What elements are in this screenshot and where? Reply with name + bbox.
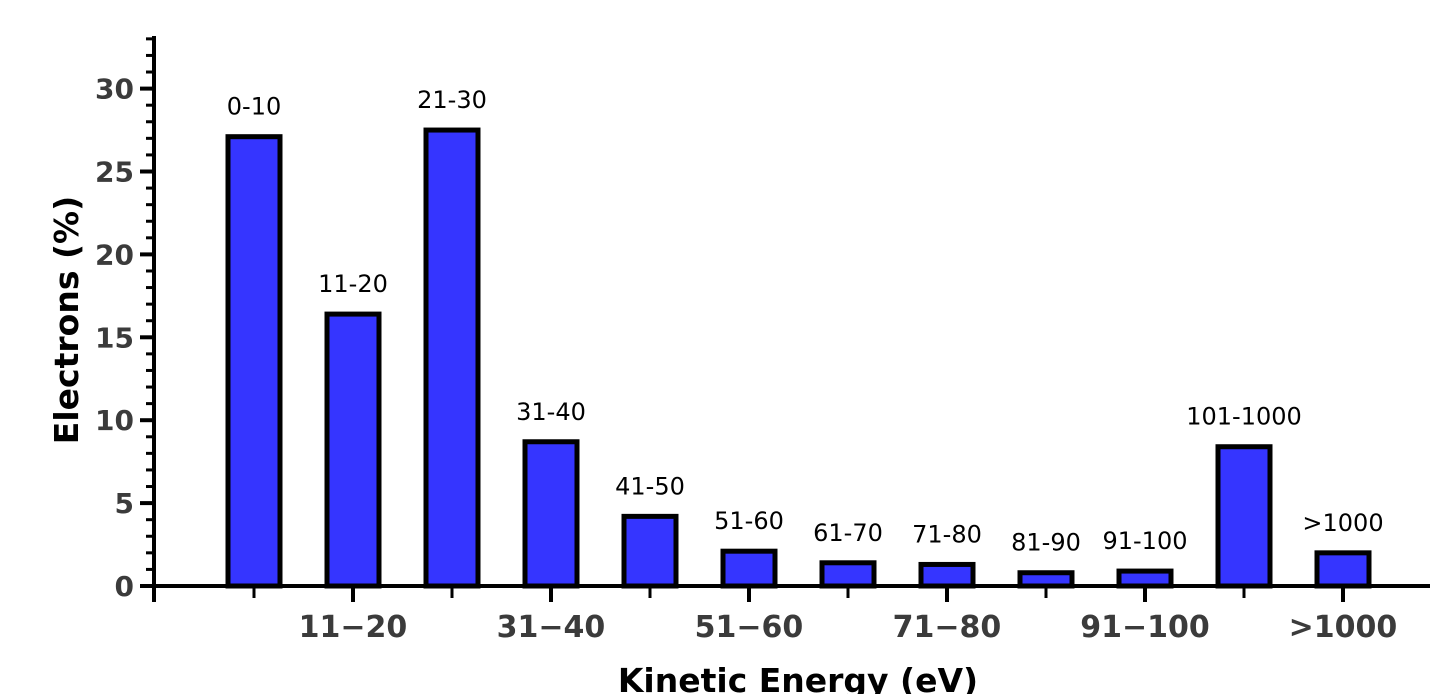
y-tick-label: 20 [95,238,134,271]
bar [1116,568,1174,589]
x-tick-label: >1000 [1289,610,1398,645]
x-tick-label: 71−80 [893,610,1002,645]
bar-data-label: 51-60 [714,507,784,535]
bar [621,513,679,589]
bar [918,561,976,589]
bar [1314,550,1372,589]
y-tick-label: 10 [95,404,134,437]
y-tick-label: 15 [95,321,134,354]
x-axis-title: Kinetic Energy (eV) [618,661,978,694]
bar [423,127,481,589]
plot-area: 0-10 11-20 21-30 31-40 41-50 51-60 61-70 71-80 8… [95,36,1430,645]
bar [324,311,382,589]
bar [225,134,283,589]
bar-data-label: 91-100 [1102,527,1187,555]
bar-data-label: 31-40 [516,398,586,426]
bar [522,439,580,589]
x-tick-label: 91−100 [1080,610,1210,645]
bar-data-label: 61-70 [813,519,883,547]
bar-data-label: 21-30 [417,86,487,114]
bar-data-label: 0-10 [227,93,281,121]
y-tick-label: 0 [115,570,134,603]
x-tick-label: 51−60 [695,610,804,645]
y-tick-label: 25 [95,156,134,189]
x-tick-label: 11−20 [299,610,408,645]
bar-data-label: 41-50 [615,472,685,500]
y-axis-title: Electrons (%) [47,196,86,444]
bar-data-label: 81-90 [1011,529,1081,557]
bar-data-label: 101-1000 [1186,403,1302,431]
bar-data-label: 71-80 [912,520,982,548]
bar [819,560,877,589]
y-tick-label: 30 [95,73,134,106]
bar [720,548,778,589]
y-tick-label: 5 [115,487,134,520]
bar-data-label: >1000 [1302,509,1383,537]
x-tick-label: 31−40 [497,610,606,645]
bar [1215,444,1273,589]
bar-data-label: 11-20 [318,270,388,298]
